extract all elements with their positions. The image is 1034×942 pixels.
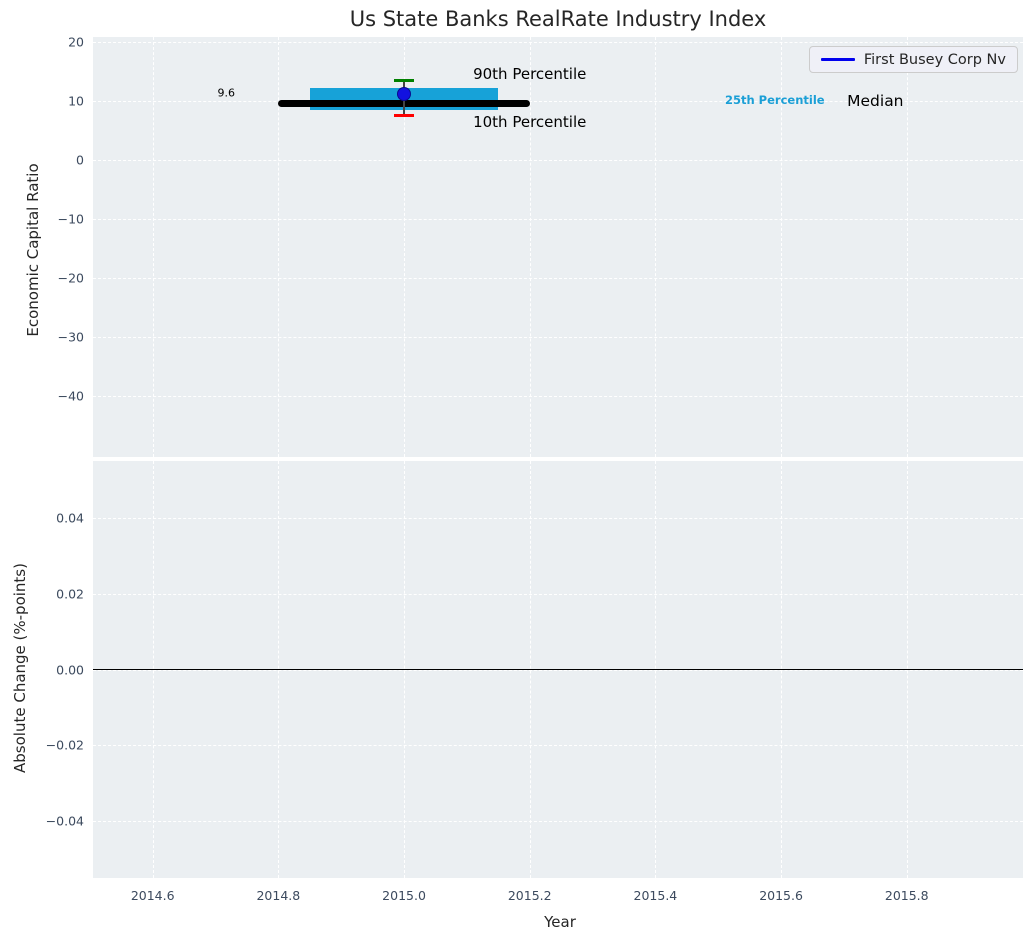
x-tick-label: 2015.6 [759, 888, 803, 903]
y-tick-label: 10 [68, 93, 84, 109]
y-axis-label-top: Economic Capital Ratio [24, 163, 42, 337]
gridline-horizontal [93, 821, 1023, 823]
gridline-vertical [529, 37, 531, 457]
chart-title: Us State Banks RealRate Industry Index [349, 7, 767, 31]
gridline-horizontal [93, 745, 1023, 747]
x-axis-label: Year [544, 913, 576, 931]
gridline-horizontal [93, 517, 1023, 519]
y-tick-label: 0.04 [56, 510, 84, 526]
zero-line [93, 668, 1023, 671]
annotation: 25th Percentile [724, 93, 825, 108]
legend-line-sample [820, 58, 855, 61]
x-tick-label: 2014.8 [256, 888, 301, 903]
gridline-horizontal [93, 101, 1023, 103]
y-tick-label: −40 [57, 388, 84, 404]
x-tick-label: 2015.0 [382, 888, 426, 903]
gridline-vertical [906, 37, 908, 457]
x-tick-label: 2015.8 [884, 888, 929, 903]
y-tick-label: −0.02 [45, 737, 84, 753]
annotation: 10th Percentile [473, 112, 587, 131]
legend: First Busey Corp Nv [808, 46, 1018, 73]
y-tick-label: −10 [57, 211, 84, 227]
x-tick-label: 2014.6 [130, 888, 175, 903]
gridline-vertical [278, 37, 280, 457]
legend-label: First Busey Corp Nv [863, 51, 1006, 68]
y-tick-label: 20 [68, 34, 84, 50]
y-tick-label: 0.02 [56, 586, 84, 602]
y-tick-label: −0.04 [45, 813, 84, 829]
y-tick-label: 0.00 [56, 662, 84, 677]
y-axis-label-bottom: Absolute Change (%-points) [11, 563, 29, 773]
gridline-vertical [781, 37, 783, 457]
gridline-horizontal [93, 219, 1023, 221]
y-tick-label: 0 [76, 152, 84, 168]
y-tick-label: −20 [57, 270, 84, 286]
top-plot-area [93, 37, 1023, 457]
p90-percentile-cap [394, 79, 415, 83]
company-point-marker [397, 87, 412, 102]
y-tick-label: −30 [57, 329, 84, 345]
annotation: 90th Percentile [473, 65, 587, 84]
x-tick-label: 2015.4 [633, 888, 678, 903]
annotation: 9.6 [217, 86, 235, 100]
p10-percentile-cap [394, 113, 415, 117]
gridline-horizontal [93, 42, 1023, 44]
gridline-vertical [152, 37, 154, 457]
annotation: Median [847, 91, 904, 110]
gridline-horizontal [93, 593, 1023, 595]
gridline-horizontal [93, 396, 1023, 398]
gridline-horizontal [93, 337, 1023, 339]
gridline-horizontal [93, 278, 1023, 280]
gridline-horizontal [93, 160, 1023, 162]
gridline-vertical [655, 37, 657, 457]
x-tick-label: 2015.2 [507, 888, 552, 903]
gridline-vertical [404, 37, 406, 457]
